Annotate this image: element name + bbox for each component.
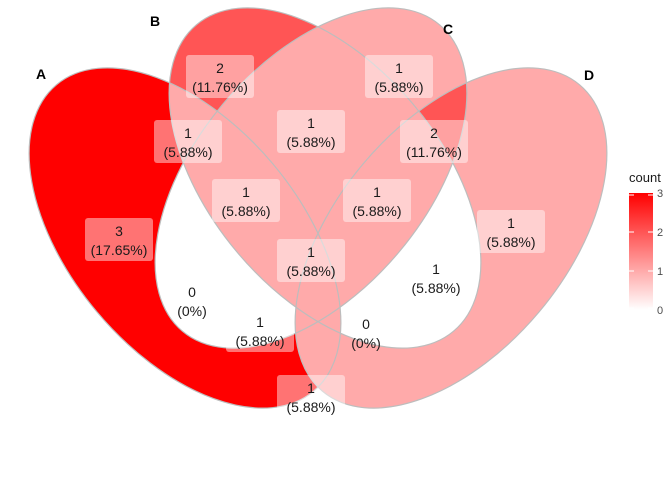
region-percent: (5.88%) <box>486 234 535 250</box>
region-percent: (11.76%) <box>406 144 462 160</box>
region-label-abc: 1 (5.88%) <box>212 179 280 222</box>
region-label-bd: 0 (0%) <box>351 316 381 351</box>
region-count: 1 <box>256 314 264 330</box>
region-count: 1 <box>507 215 515 231</box>
region-label-cd: 2 (11.76%) <box>400 120 468 163</box>
region-label-c: 1 (5.88%) <box>365 55 433 98</box>
region-label-box <box>85 218 153 261</box>
legend-tick-label: 0 <box>657 305 663 317</box>
region-label-box <box>226 309 294 352</box>
region-percent: (5.88%) <box>221 203 270 219</box>
set-outline-c <box>154 7 468 349</box>
region-count: 1 <box>307 115 315 131</box>
region-label-box <box>343 179 411 222</box>
region-percent: (5.88%) <box>352 203 401 219</box>
legend-tick-label: 3 <box>657 188 663 200</box>
set-label-a: A <box>36 66 46 82</box>
region-label-box <box>186 55 254 98</box>
region-label-ab: 1 (5.88%) <box>154 120 222 163</box>
legend-ticks: 0 1 2 3 <box>629 188 663 317</box>
region-label-box <box>212 179 280 222</box>
region-label-box <box>277 110 345 153</box>
region-percent: (11.76%) <box>192 79 248 95</box>
region-label-box <box>477 210 545 253</box>
set-label-b: B <box>150 13 160 29</box>
region-count: 1 <box>395 60 403 76</box>
region-count: 0 <box>362 316 370 332</box>
region-label-box <box>277 239 345 282</box>
region-count: 1 <box>373 184 381 200</box>
legend-tick-label: 1 <box>657 266 663 278</box>
region-percent: (0%) <box>351 335 381 351</box>
region-label-box <box>277 375 345 418</box>
region-label-bcd: 1 (5.88%) <box>343 179 411 222</box>
region-percent: (5.88%) <box>411 280 460 296</box>
region-label-abd: 1 (5.88%) <box>402 256 470 299</box>
region-labels: 3 (17.65%) 2 (11.76%) 1 (5.88%) 1 (5.88%) 1 (5.88… <box>85 55 545 418</box>
region-percent: (5.88%) <box>286 263 335 279</box>
set-outline-d <box>294 67 608 409</box>
legend: count 0 1 2 3 <box>629 170 663 317</box>
region-percent: (5.88%) <box>286 399 335 415</box>
set-outlines <box>28 7 608 409</box>
region-count: 1 <box>432 261 440 277</box>
region-percent: (0%) <box>177 303 207 319</box>
region-label-ad: 1 (5.88%) <box>277 375 345 418</box>
region-label-d: 1 (5.88%) <box>477 210 545 253</box>
region-percent: (5.88%) <box>374 79 423 95</box>
region-percent: (5.88%) <box>286 134 335 150</box>
region-label-box <box>402 256 470 299</box>
region-label-bc: 1 (5.88%) <box>277 110 345 153</box>
region-count: 0 <box>188 284 196 300</box>
legend-colorbar <box>629 193 653 310</box>
region-count: 1 <box>184 125 192 141</box>
region-count: 1 <box>307 244 315 260</box>
set-outline-b <box>168 7 482 349</box>
region-label-box <box>365 55 433 98</box>
legend-tick-label: 2 <box>657 227 663 239</box>
set-outline-a <box>28 67 342 409</box>
region-percent: (5.88%) <box>235 333 284 349</box>
set-label-d: D <box>584 67 594 83</box>
region-count: 1 <box>307 380 315 396</box>
region-count: 3 <box>115 223 123 239</box>
region-label-b: 2 (11.76%) <box>186 55 254 98</box>
region-percent: (5.88%) <box>163 144 212 160</box>
region-label-box <box>154 120 222 163</box>
region-label-ac: 0 (0%) <box>177 284 207 319</box>
region-label-box <box>400 120 468 163</box>
region-count: 2 <box>430 125 438 141</box>
region-percent: (17.65%) <box>91 242 148 258</box>
legend-title: count <box>629 170 661 185</box>
region-count: 2 <box>216 60 224 76</box>
region-label-abcd: 1 (5.88%) <box>277 239 345 282</box>
region-label-acd: 1 (5.88%) <box>226 309 294 352</box>
region-label-a: 3 (17.65%) <box>85 218 153 261</box>
set-label-c: C <box>443 21 453 37</box>
region-count: 1 <box>242 184 250 200</box>
